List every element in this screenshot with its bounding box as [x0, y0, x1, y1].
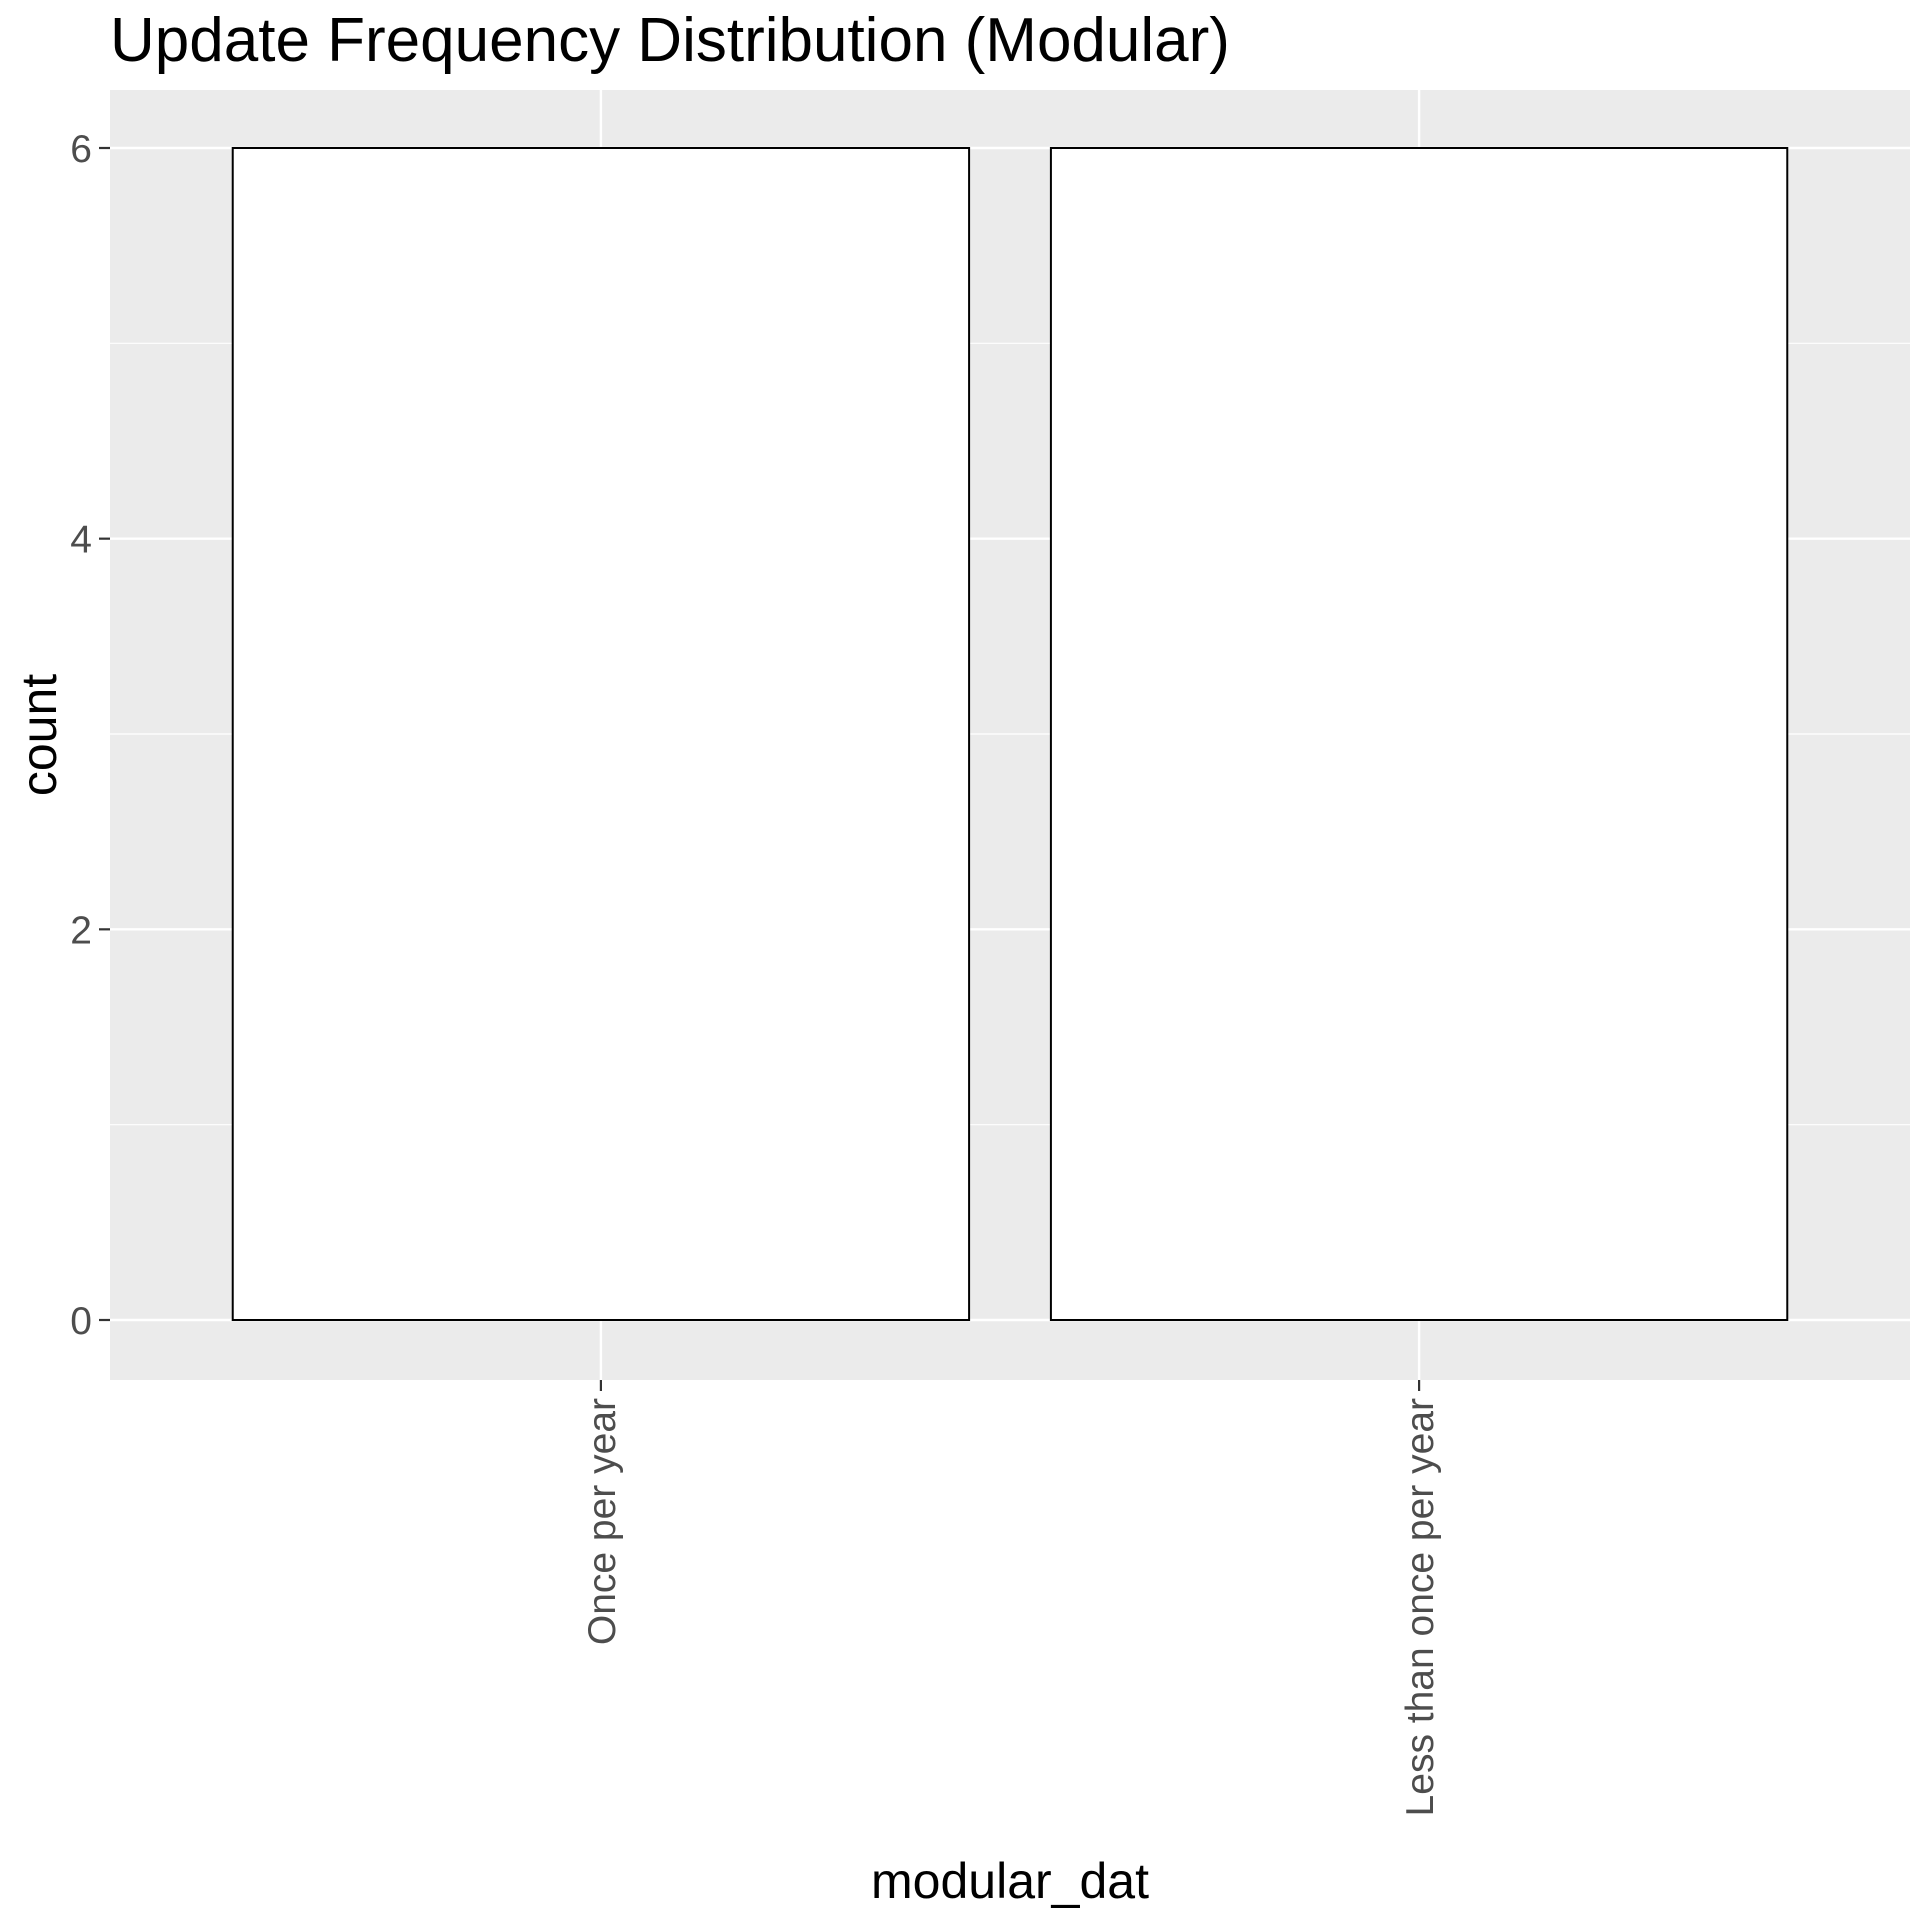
y-tick-label: 0 — [70, 1300, 92, 1343]
y-axis: 0 2 4 6 — [70, 128, 110, 1343]
y-tick-label: 4 — [70, 519, 92, 562]
x-axis: Once per year Less than once per year — [581, 1380, 1442, 1816]
chart-title: Update Frequency Distribution (Modular) — [110, 6, 1230, 75]
y-axis-title: count — [11, 674, 67, 796]
x-tick-label: Less than once per year — [1399, 1398, 1442, 1816]
bar — [231, 147, 971, 1321]
y-tick-label: 2 — [70, 909, 92, 952]
bar — [1049, 147, 1789, 1321]
x-tick-label: Once per year — [581, 1398, 624, 1645]
bars — [231, 147, 1789, 1321]
x-axis-title: modular_dat — [871, 1853, 1149, 1909]
y-tick-label: 6 — [70, 128, 92, 171]
